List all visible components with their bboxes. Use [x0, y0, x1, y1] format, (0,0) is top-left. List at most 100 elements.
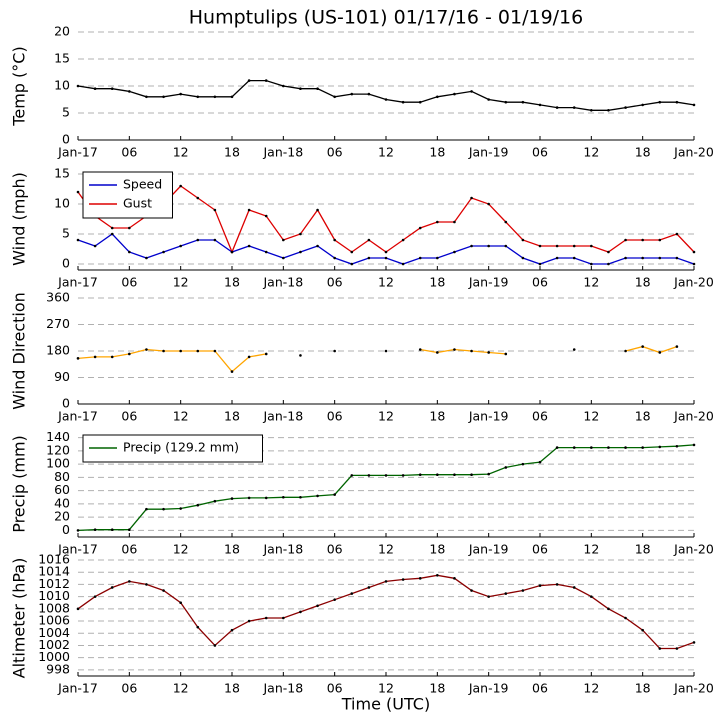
x-tick-label: 18: [429, 145, 445, 160]
data-point: [264, 214, 268, 218]
data-point: [230, 628, 234, 632]
y-axis-label: Altimeter (hPa): [10, 558, 29, 679]
y-axis-label: Wind Direction: [10, 292, 29, 410]
data-point: [76, 357, 80, 360]
data-point: [162, 349, 165, 353]
data-point: [590, 595, 593, 598]
x-tick-label: Jan-17: [57, 681, 98, 696]
data-point: [196, 196, 200, 200]
x-tick-label: Jan-18: [262, 681, 303, 696]
data-point: [384, 580, 388, 583]
data-point: [658, 100, 662, 104]
data-point: [692, 250, 696, 254]
data-point: [128, 90, 131, 93]
y-tick-label: 5: [62, 226, 70, 241]
data-point: [196, 349, 200, 353]
x-tick-label: Jan-19: [468, 542, 509, 557]
x-tick-label: 12: [583, 681, 599, 696]
y-tick-label: 180: [46, 343, 70, 358]
data-point: [401, 100, 405, 104]
data-point: [299, 495, 302, 499]
data-point: [247, 355, 251, 359]
y-axis-label: Wind (mph): [10, 172, 29, 266]
x-tick-label: 18: [429, 542, 445, 557]
data-point: [555, 583, 559, 586]
data-point: [145, 95, 148, 99]
y-tick-label: 0: [62, 132, 70, 147]
data-point: [299, 610, 302, 614]
legend-label: Gust: [123, 196, 152, 211]
legend-label: Precip (129.2 mm): [123, 440, 239, 455]
data-point: [110, 586, 114, 589]
data-point: [145, 507, 148, 511]
x-tick-label: 06: [327, 275, 343, 290]
data-point: [572, 244, 576, 248]
x-tick-label: 18: [429, 681, 445, 696]
data-point: [692, 641, 696, 644]
data-point: [128, 226, 131, 230]
data-point: [624, 238, 627, 242]
data-point: [179, 507, 182, 510]
data-point: [641, 256, 644, 260]
data-point: [230, 95, 234, 99]
data-point: [247, 619, 251, 623]
y-tick-label: 1002: [38, 637, 70, 652]
data-point: [453, 220, 456, 224]
data-point: [658, 238, 662, 242]
x-tick-label: 06: [121, 145, 137, 160]
data-point: [504, 220, 508, 224]
y-tick-label: 1014: [38, 564, 70, 579]
data-point: [401, 238, 405, 242]
x-tick-label: Jan-19: [468, 275, 509, 290]
data-point: [453, 473, 456, 477]
data-point: [624, 446, 627, 449]
x-tick-label: Jan-20: [673, 542, 714, 557]
data-point: [692, 443, 696, 447]
x-tick-label: 06: [532, 145, 548, 160]
x-tick-label: 12: [583, 275, 599, 290]
x-tick-label: 12: [583, 409, 599, 424]
data-point: [538, 584, 542, 587]
data-point: [675, 444, 679, 448]
data-point: [230, 250, 234, 254]
x-tick-label: Jan-20: [673, 409, 714, 424]
data-point: [264, 79, 268, 82]
data-point: [93, 87, 97, 90]
data-point: [504, 244, 508, 248]
data-point: [675, 100, 679, 104]
data-point: [333, 349, 336, 353]
data-point: [641, 238, 644, 242]
data-point: [196, 503, 200, 507]
data-point: [436, 95, 439, 99]
data-point: [538, 103, 542, 107]
x-tick-label: 12: [583, 145, 599, 160]
data-point: [247, 79, 251, 82]
x-tick-label: 12: [378, 409, 394, 424]
data-point: [487, 472, 490, 476]
data-point: [264, 352, 268, 356]
data-point: [179, 349, 182, 353]
data-point: [572, 348, 576, 351]
data-point: [401, 474, 405, 477]
y-tick-label: 15: [54, 51, 70, 66]
data-point: [521, 462, 525, 466]
data-point: [333, 256, 336, 260]
data-point: [607, 109, 610, 112]
x-tick-label: 06: [121, 409, 137, 424]
data-point: [299, 232, 302, 236]
data-point: [110, 355, 114, 359]
data-point: [145, 348, 148, 351]
data-point: [590, 109, 593, 112]
data-point: [641, 628, 644, 632]
data-point: [624, 616, 627, 620]
data-point: [675, 345, 679, 348]
data-point: [350, 474, 354, 477]
x-tick-label: 12: [173, 145, 189, 160]
data-point: [316, 494, 319, 498]
data-point: [658, 445, 662, 449]
data-point: [521, 256, 525, 260]
data-point: [641, 446, 644, 449]
y-tick-label: 100: [46, 456, 70, 471]
